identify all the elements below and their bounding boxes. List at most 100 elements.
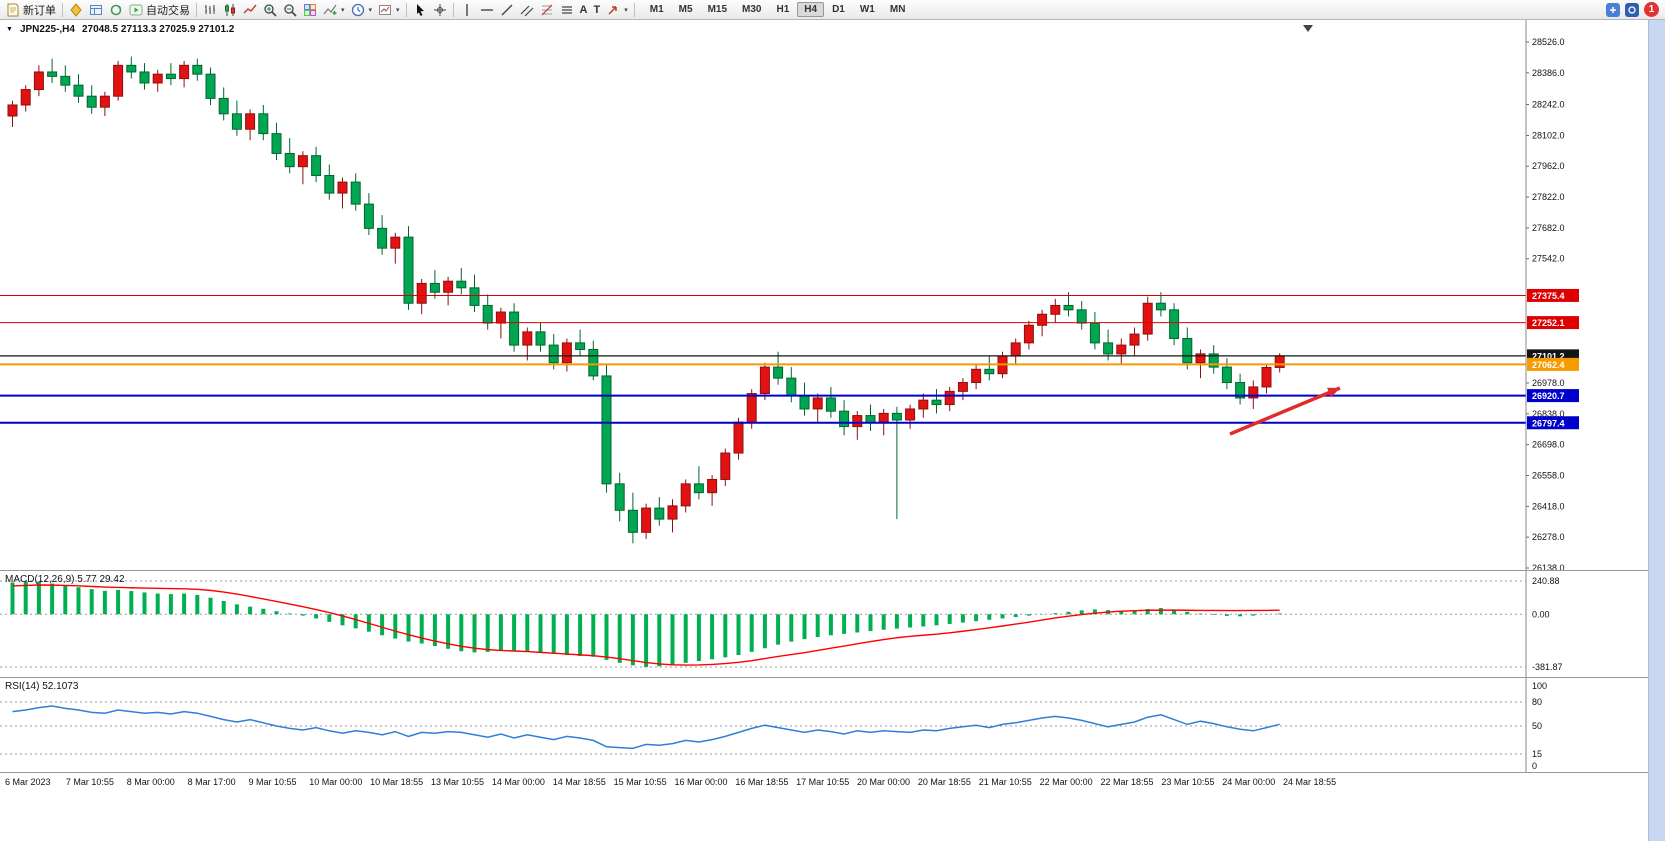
timeframe-h4[interactable]: H4 bbox=[797, 2, 825, 17]
indicators-button[interactable]: ▾ bbox=[320, 1, 348, 19]
time-label: 15 Mar 10:55 bbox=[613, 777, 667, 787]
line-chart-button[interactable] bbox=[240, 1, 260, 19]
candle-body bbox=[1248, 386, 1259, 399]
market-watch-button[interactable] bbox=[66, 1, 86, 19]
trend-arrow[interactable] bbox=[1229, 386, 1341, 436]
arrows-button[interactable]: ▾ bbox=[603, 1, 631, 19]
candle-body bbox=[47, 71, 58, 77]
data-window-icon bbox=[89, 3, 103, 17]
timeframe-h1[interactable]: H1 bbox=[776, 4, 790, 15]
navigator-button[interactable] bbox=[106, 1, 126, 19]
templates-button[interactable]: ▾ bbox=[375, 1, 403, 19]
macd-panel[interactable]: 240.88 0.00 -381.87 MACD(12,26,9) 5.77 29.… bbox=[0, 570, 1665, 677]
time-label: 17 Mar 10:55 bbox=[796, 777, 850, 787]
candle-body bbox=[588, 348, 599, 377]
fibonacci-button[interactable] bbox=[537, 1, 557, 19]
rsi-panel[interactable]: 100 80 50 15 0 RSI(14) 52.1073 bbox=[0, 677, 1665, 772]
fibonacci-icon bbox=[540, 3, 554, 17]
auto-trading-button[interactable]: 自动交易 bbox=[126, 1, 193, 19]
time-label: 16 Mar 00:00 bbox=[674, 777, 728, 787]
periods-button[interactable]: ▾ bbox=[348, 1, 376, 19]
horizontal-line-button[interactable] bbox=[477, 1, 497, 19]
zoom-in-button[interactable] bbox=[260, 1, 280, 19]
candle-body bbox=[535, 331, 546, 346]
right-scroll-strip[interactable] bbox=[1648, 20, 1665, 841]
channel-icon bbox=[520, 3, 534, 17]
candle-body bbox=[773, 366, 784, 379]
candle-body bbox=[944, 390, 955, 406]
candle-body bbox=[1182, 337, 1193, 364]
candle-body bbox=[720, 452, 731, 480]
candle-body bbox=[1103, 342, 1114, 355]
svg-text:28526.0: 28526.0 bbox=[1532, 37, 1565, 47]
candle-body bbox=[641, 507, 652, 533]
cursor-button[interactable] bbox=[410, 1, 430, 19]
time-label: 23 Mar 10:55 bbox=[1161, 777, 1215, 787]
candle-body bbox=[812, 397, 823, 410]
svg-text:0: 0 bbox=[1532, 761, 1537, 771]
svg-text:26558.0: 26558.0 bbox=[1532, 470, 1565, 480]
objects-list-button[interactable] bbox=[557, 1, 577, 19]
price-label-bg bbox=[1527, 288, 1579, 302]
data-window-button[interactable] bbox=[86, 1, 106, 19]
chevron-down-icon: ▾ bbox=[396, 6, 400, 14]
candle-body bbox=[984, 368, 995, 375]
candle-body bbox=[297, 155, 308, 168]
price-label-bg bbox=[1527, 316, 1579, 330]
macd-chart-svg[interactable]: 240.88 0.00 -381.87 bbox=[0, 571, 1648, 677]
crosshair-icon bbox=[433, 3, 447, 17]
svg-text:26418.0: 26418.0 bbox=[1532, 501, 1565, 511]
chart-shift-marker[interactable] bbox=[1303, 25, 1313, 32]
candle-body bbox=[971, 368, 982, 384]
label-tool-button[interactable]: T bbox=[591, 1, 604, 19]
svg-text:26978.0: 26978.0 bbox=[1532, 378, 1565, 388]
time-label: 20 Mar 00:00 bbox=[857, 777, 911, 787]
clock-icon bbox=[351, 3, 365, 17]
candle-body bbox=[495, 311, 506, 324]
trendline-button[interactable] bbox=[497, 1, 517, 19]
timeframe-m15[interactable]: M15 bbox=[707, 4, 728, 15]
price-chart-svg[interactable]: 28526.0 28386.0 28242.0 28102.0 27962.0 27822… bbox=[0, 20, 1648, 570]
timeframe-m30[interactable]: M30 bbox=[742, 4, 762, 15]
zoom-out-button[interactable] bbox=[280, 1, 300, 19]
svg-text:27101.2: 27101.2 bbox=[1532, 351, 1565, 361]
window-bottom-space bbox=[0, 790, 1665, 841]
time-label: 8 Mar 17:00 bbox=[187, 777, 236, 787]
svg-text:0.00: 0.00 bbox=[1532, 609, 1550, 619]
candle-body bbox=[324, 174, 335, 194]
candle-body bbox=[1155, 302, 1166, 311]
candle-body bbox=[363, 203, 374, 229]
candle-body bbox=[1023, 324, 1034, 344]
tile-windows-button[interactable] bbox=[300, 1, 320, 19]
svg-text:28242.0: 28242.0 bbox=[1532, 100, 1565, 110]
candle-body bbox=[284, 152, 295, 168]
candlestick-series bbox=[7, 56, 1285, 544]
vertical-line-button[interactable] bbox=[457, 1, 477, 19]
bar-chart-button[interactable] bbox=[200, 1, 220, 19]
price-chart-panel[interactable]: 28526.0 28386.0 28242.0 28102.0 27962.0 27822… bbox=[0, 20, 1665, 570]
text-tool-button[interactable]: A bbox=[577, 1, 591, 19]
svg-text:-381.87: -381.87 bbox=[1532, 662, 1563, 672]
candle-body bbox=[113, 64, 124, 97]
timeframe-w1[interactable]: W1 bbox=[859, 4, 875, 15]
candle-body bbox=[601, 375, 612, 485]
time-axis[interactable]: 6 Mar 2023 7 Mar 10:55 8 Mar 00:00 8 Mar 17… bbox=[0, 772, 1648, 790]
candlestick-chart-button[interactable] bbox=[220, 1, 240, 19]
candle-body bbox=[891, 412, 902, 421]
timeframe-mn[interactable]: MN bbox=[889, 4, 906, 15]
notification-badge[interactable]: 1 bbox=[1644, 2, 1659, 17]
rsi-line bbox=[12, 705, 1280, 750]
new-order-button[interactable]: 新订单 bbox=[3, 1, 59, 19]
candle-body bbox=[786, 377, 797, 397]
blue-circle-icon[interactable] bbox=[1625, 2, 1639, 17]
candle-body bbox=[416, 282, 427, 304]
timeframe-d1[interactable]: D1 bbox=[832, 4, 845, 15]
candle-body bbox=[627, 509, 638, 533]
candle-body bbox=[1050, 304, 1061, 315]
crosshair-button[interactable] bbox=[430, 1, 450, 19]
timeframe-m5[interactable]: M5 bbox=[678, 4, 693, 15]
rsi-chart-svg[interactable]: 100 80 50 15 0 bbox=[0, 678, 1648, 772]
blue-plus-icon[interactable] bbox=[1606, 2, 1620, 17]
channel-button[interactable] bbox=[517, 1, 537, 19]
timeframe-m1[interactable]: M1 bbox=[649, 4, 664, 15]
